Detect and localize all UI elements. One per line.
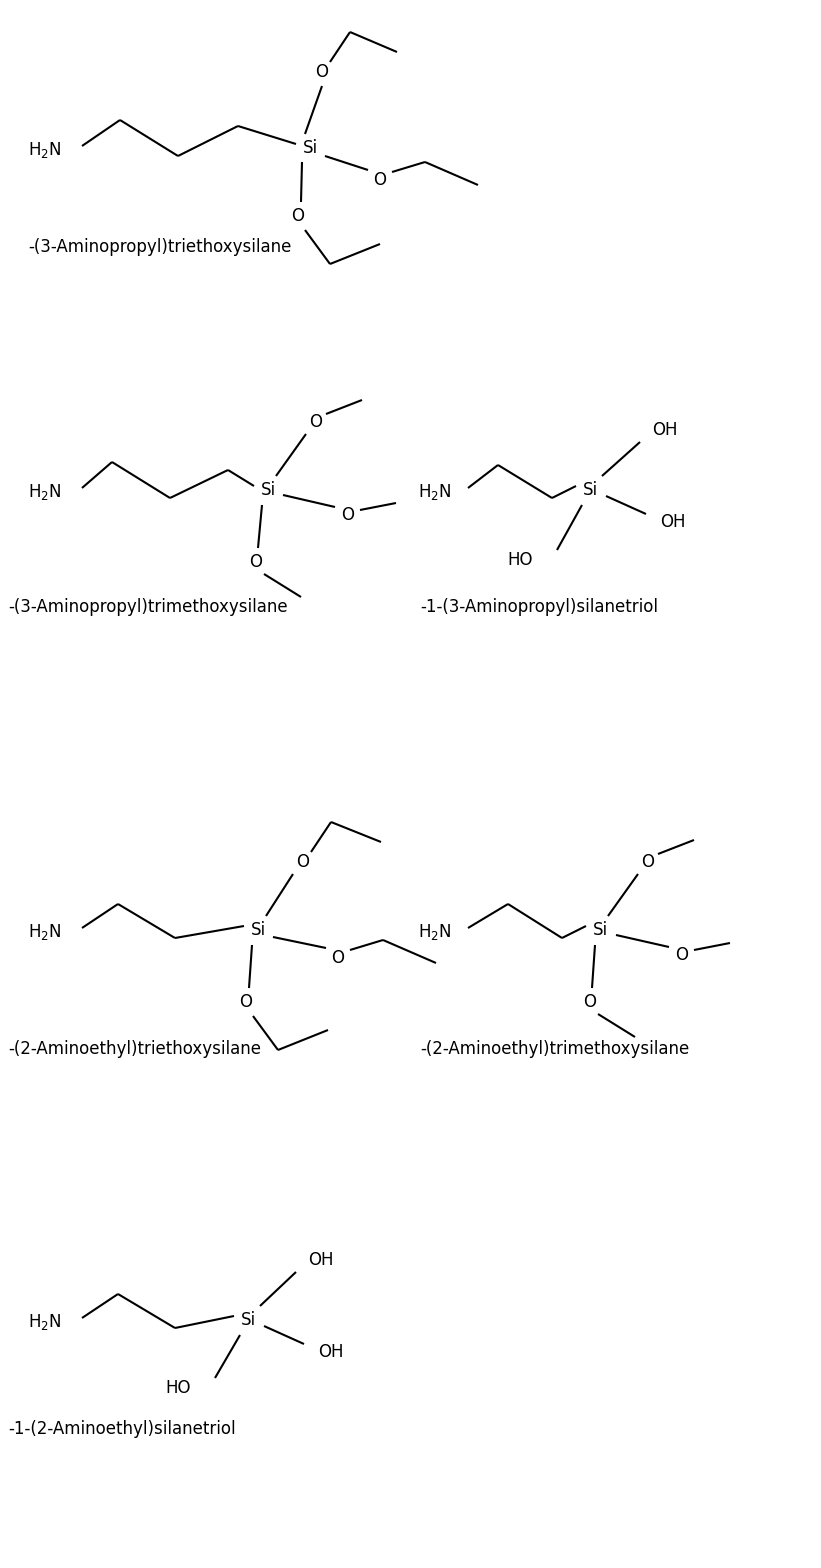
Text: H$_2$N: H$_2$N: [28, 481, 62, 502]
Text: O: O: [291, 207, 305, 224]
Text: O: O: [342, 506, 355, 524]
Text: Si: Si: [582, 481, 598, 499]
Text: O: O: [250, 554, 263, 571]
Text: H$_2$N: H$_2$N: [28, 140, 62, 160]
Text: H$_2$N: H$_2$N: [418, 481, 452, 502]
Text: Si: Si: [250, 920, 265, 939]
Text: -(2-Aminoethyl)triethoxysilane: -(2-Aminoethyl)triethoxysilane: [8, 1040, 261, 1058]
Text: O: O: [332, 949, 345, 967]
Text: OH: OH: [318, 1344, 343, 1361]
Text: O: O: [584, 993, 597, 1011]
Text: Si: Si: [241, 1311, 255, 1330]
Text: O: O: [641, 853, 654, 870]
Text: OH: OH: [660, 513, 686, 532]
Text: H$_2$N: H$_2$N: [28, 922, 62, 942]
Text: OH: OH: [652, 420, 677, 439]
Text: -1-(3-Aminopropyl)silanetriol: -1-(3-Aminopropyl)silanetriol: [420, 597, 658, 616]
Text: H$_2$N: H$_2$N: [418, 922, 452, 942]
Text: Si: Si: [302, 140, 318, 157]
Text: O: O: [296, 853, 310, 870]
Text: H$_2$N: H$_2$N: [28, 1312, 62, 1331]
Text: O: O: [676, 946, 689, 964]
Text: O: O: [374, 171, 387, 190]
Text: Si: Si: [260, 481, 276, 499]
Text: O: O: [315, 63, 328, 82]
Text: O: O: [310, 412, 323, 431]
Text: O: O: [240, 993, 253, 1011]
Text: Si: Si: [593, 920, 608, 939]
Text: -(3-Aminopropyl)triethoxysilane: -(3-Aminopropyl)triethoxysilane: [28, 238, 291, 256]
Text: -1-(2-Aminoethyl)silanetriol: -1-(2-Aminoethyl)silanetriol: [8, 1421, 236, 1438]
Text: HO: HO: [166, 1378, 191, 1397]
Text: -(3-Aminopropyl)trimethoxysilane: -(3-Aminopropyl)trimethoxysilane: [8, 597, 287, 616]
Text: OH: OH: [308, 1251, 333, 1269]
Text: -(2-Aminoethyl)trimethoxysilane: -(2-Aminoethyl)trimethoxysilane: [420, 1040, 690, 1058]
Text: HO: HO: [507, 550, 533, 569]
